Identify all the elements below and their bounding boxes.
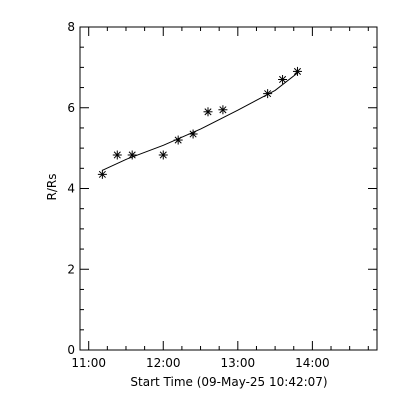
marker-stroke [98,170,106,178]
y-axis-label: R/Rs [45,174,59,201]
y-tick-label: 6 [67,101,75,115]
data-point-marker [97,169,107,179]
data-point-marker [203,107,213,117]
fit-line [102,72,298,171]
y-tick-label: 4 [67,182,75,196]
data-point-marker [278,74,288,84]
data-point-marker [263,89,273,99]
marker-stroke [174,136,182,144]
data-point-marker [292,66,302,76]
marker-stroke [293,67,302,75]
marker-stroke [279,75,287,84]
marker-stroke [128,151,136,159]
data-point-marker [112,150,122,160]
x-tick-label: 12:00 [146,356,181,370]
plot-frame [79,26,378,351]
data-point-marker [218,105,228,115]
marker-stroke [113,151,121,159]
marker-stroke [264,90,272,98]
marker-stroke [219,106,227,114]
x-tick-label: 11:00 [71,356,106,370]
x-tick-label: 14:00 [295,356,330,370]
x-tick-label: 13:00 [221,356,256,370]
axis-labels: Start Time (09-May-25 10:42:07) R/Rs [45,174,328,389]
marker-stroke [159,151,167,159]
fit-line-layer [102,72,298,171]
marker-stroke [189,130,197,138]
data-point-marker [158,150,168,160]
data-points [97,66,302,179]
x-axis-label: Start Time (09-May-25 10:42:07) [130,375,327,389]
data-point-marker [127,150,137,160]
y-tick-label: 8 [67,20,75,34]
y-tick-label: 0 [67,343,75,357]
y-tick-label: 2 [67,262,75,276]
data-point-marker [188,129,198,139]
marker-stroke [204,108,212,116]
data-point-marker [173,135,183,145]
plot-area: 0 2 4 6 8 11:00 12:00 13:00 14:00 [67,20,378,370]
